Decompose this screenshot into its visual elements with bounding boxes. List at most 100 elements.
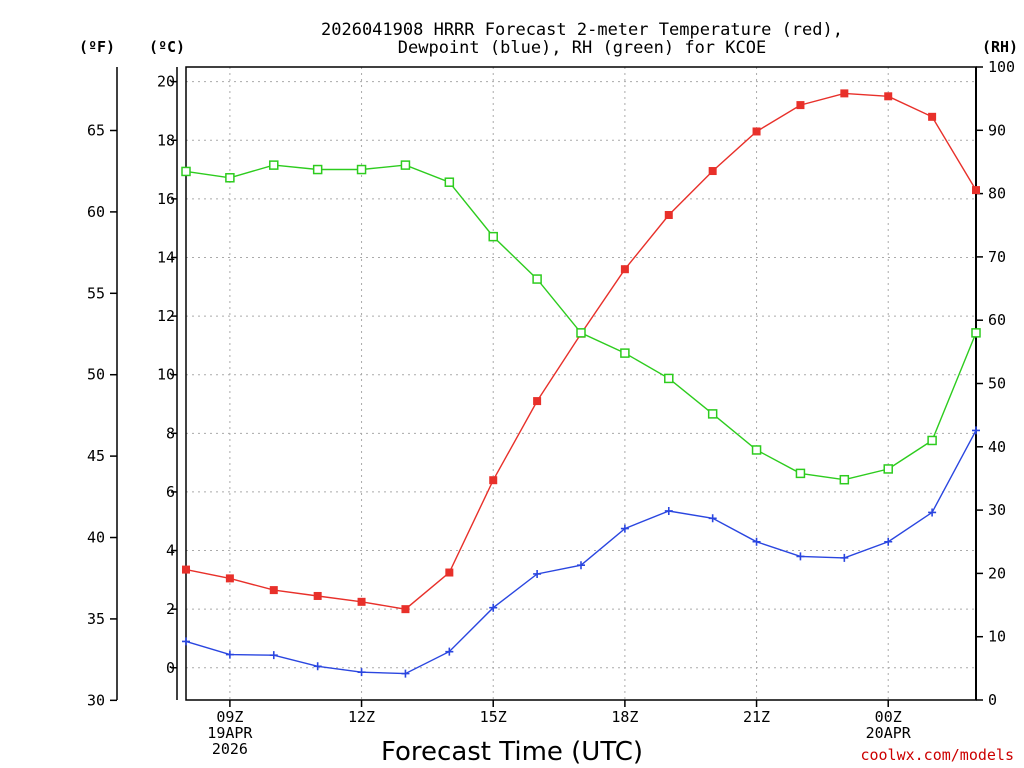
- fahrenheit-tick-label: 40: [87, 529, 105, 547]
- chart-title-line-2: Dewpoint (blue), RH (green) for KCOE: [398, 38, 766, 58]
- dewpoint-point: [225, 650, 234, 659]
- relative-humidity-point: [356, 164, 367, 175]
- celsius-tick-label: 20: [157, 73, 175, 91]
- relative-humidity-point: [225, 173, 235, 183]
- temperature-point: [269, 586, 278, 595]
- relative-humidity-point: [181, 166, 191, 177]
- relative-humidity-point: [532, 274, 542, 284]
- relative-humidity-point: [312, 164, 323, 175]
- x-axis-label: Forecast Time (UTC): [381, 737, 643, 767]
- temperature-point: [840, 89, 849, 98]
- x-tick-label: 09Z: [216, 708, 243, 726]
- temperature-point: [401, 605, 410, 614]
- dewpoint-point: [357, 668, 366, 677]
- dewpoint-point: [620, 524, 629, 533]
- series-layer: [181, 89, 981, 678]
- temperature-point: [928, 112, 937, 121]
- celsius-tick-label: 6: [166, 483, 175, 501]
- temperature-point: [620, 265, 629, 274]
- rh-tick-label: 60: [988, 311, 1006, 329]
- temperature-point: [182, 565, 190, 574]
- dewpoint-point: [401, 669, 410, 678]
- rh-tick-label: 10: [988, 628, 1006, 646]
- x-tick-label: 20APR: [866, 724, 912, 742]
- relative-humidity-point: [576, 328, 586, 338]
- temperature-point: [445, 568, 454, 577]
- celsius-tick-label: 18: [157, 131, 175, 149]
- dewpoint-point: [489, 603, 498, 612]
- fahrenheit-tick-label: 30: [87, 691, 105, 709]
- relative-humidity-point: [664, 373, 674, 384]
- fahrenheit-tick-label: 55: [87, 284, 105, 302]
- temperature-point: [752, 127, 761, 136]
- temperature-point: [533, 397, 542, 406]
- temperature-point: [708, 167, 717, 176]
- dewpoint-point: [796, 552, 805, 561]
- fahrenheit-tick-label: 35: [87, 610, 105, 628]
- x-tick-label: 19APR: [207, 724, 253, 742]
- chart-title-line-1: 2026041908 HRRR Forecast 2-meter Tempera…: [321, 20, 843, 40]
- relative-humidity-point: [751, 445, 762, 455]
- fahrenheit-tick-label: 65: [87, 121, 105, 139]
- celsius-tick-label: 8: [166, 424, 175, 442]
- celsius-tick-label: 12: [157, 307, 175, 325]
- x-tick-label: 00Z: [875, 708, 902, 726]
- celsius-tick-label: 0: [166, 659, 175, 677]
- fahrenheit-tick-label: 50: [87, 366, 105, 384]
- celsius-tick-label: 10: [157, 366, 175, 384]
- relative-humidity-point: [444, 177, 455, 187]
- dewpoint-point: [840, 553, 849, 562]
- dewpoint-point: [533, 569, 542, 578]
- temperature-point: [489, 476, 498, 485]
- temperature-point: [972, 186, 980, 195]
- temperature-point: [664, 210, 673, 219]
- dewpoint-point: [577, 561, 585, 570]
- rh-tick-label: 30: [988, 501, 1006, 519]
- dewpoint-point: [752, 537, 761, 546]
- relative-humidity-point: [620, 348, 630, 358]
- fahrenheit-unit-label: (ºF): [79, 38, 115, 56]
- temperature-point: [225, 574, 234, 583]
- rh-tick-label: 50: [988, 375, 1006, 393]
- celsius-tick-label: 2: [166, 600, 175, 618]
- rh-tick-label: 80: [988, 185, 1006, 203]
- rh-tick-label: 90: [988, 121, 1006, 139]
- x-tick-label: 18Z: [611, 708, 638, 726]
- x-tick-label: 2026: [212, 740, 248, 758]
- celsius-tick-label: 14: [157, 248, 175, 266]
- relative-humidity-point: [971, 328, 981, 338]
- relative-humidity-point: [400, 160, 411, 170]
- axes: [110, 66, 983, 707]
- dewpoint-point: [313, 662, 322, 671]
- relative-humidity-point: [269, 160, 279, 170]
- rh-tick-label: 0: [988, 691, 997, 709]
- rh-tick-label: 40: [988, 438, 1006, 456]
- relative-humidity-point: [839, 474, 850, 485]
- relative-humidity-point: [488, 231, 498, 242]
- temperature-point: [796, 101, 805, 110]
- x-tick-label: 12Z: [348, 708, 375, 726]
- credit-link[interactable]: coolwx.com/models: [860, 746, 1014, 764]
- dewpoint-point: [269, 651, 278, 660]
- dewpoint-point: [708, 514, 717, 523]
- celsius-tick-label: 4: [166, 542, 175, 560]
- dewpoint-point: [884, 537, 893, 546]
- relative-humidity-point: [927, 435, 937, 446]
- dewpoint-point: [664, 506, 673, 515]
- relative-humidity-point: [795, 468, 806, 479]
- rh-tick-label: 20: [988, 564, 1006, 582]
- celsius-tick-label: 16: [157, 190, 175, 208]
- x-tick-label: 21Z: [743, 708, 770, 726]
- temperature-point: [357, 597, 366, 606]
- dewpoint-point: [182, 637, 190, 646]
- dewpoint-point: [972, 426, 980, 435]
- dewpoint-point: [445, 647, 454, 656]
- celsius-unit-label: (ºC): [149, 38, 185, 56]
- tick-labels: 0 10 20 30 40 50 60 70 80 90 100 0 2 4 6 8 10 12 14 16 18 20 3…: [87, 58, 1015, 758]
- rh-tick-label: 70: [988, 248, 1006, 266]
- fahrenheit-tick-label: 60: [87, 203, 105, 221]
- x-tick-label: 15Z: [480, 708, 507, 726]
- rh-tick-label: 100: [988, 58, 1015, 76]
